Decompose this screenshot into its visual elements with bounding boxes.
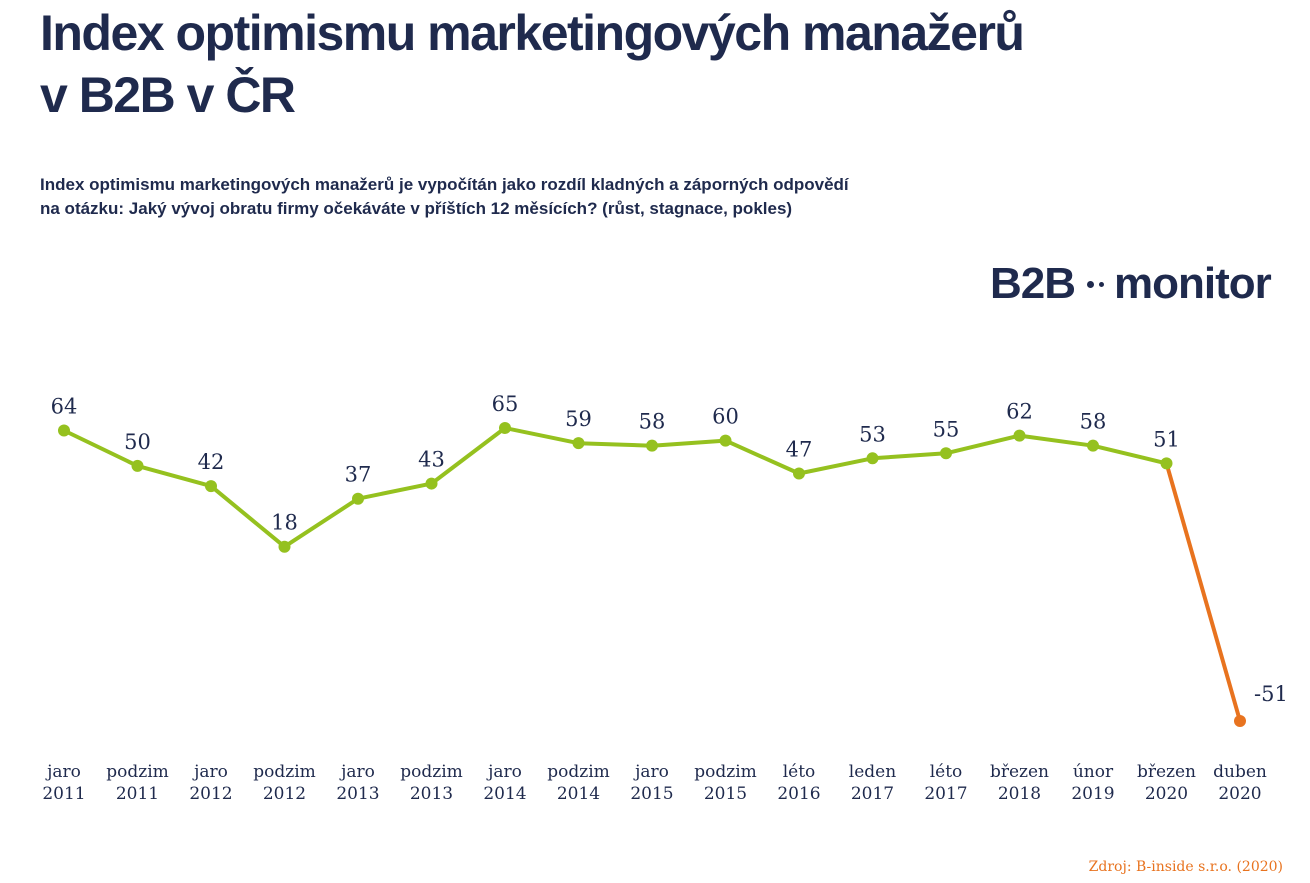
x-tick-label-11-line1: leden — [849, 762, 896, 782]
source-note: Zdroj: B-inside s.r.o. (2020) — [1088, 859, 1283, 875]
data-label-5: 43 — [418, 448, 445, 472]
data-point-14 — [1087, 439, 1099, 452]
data-point-10 — [793, 467, 805, 480]
data-point-12 — [940, 447, 952, 460]
data-point-9 — [719, 434, 732, 447]
data-label-10: 47 — [786, 437, 813, 461]
data-point-4 — [352, 492, 364, 505]
x-tick-label-9-line1: podzim — [694, 762, 757, 782]
x-tick-label-5-line2: 2013 — [410, 784, 453, 804]
x-tick-label-15-line1: březen — [1137, 762, 1196, 782]
data-label-3: 18 — [271, 511, 298, 535]
x-tick-label-1-line1: podzim — [106, 762, 169, 782]
x-tick-label-10-line2: 2016 — [777, 784, 820, 804]
x-tick-label-0-line1: jaro — [45, 762, 81, 782]
data-point-13 — [1013, 429, 1026, 442]
data-point-8 — [646, 439, 658, 452]
series-line-main — [62, 426, 1169, 549]
x-tick-label-9-line2: 2015 — [704, 784, 747, 804]
x-tick-label-12-line1: léto — [930, 762, 963, 782]
chart-title: Index optimismu marketingových manažerů … — [40, 2, 1190, 126]
data-labels: 64 50 42 18 37 43 65 59 58 60 47 53 55 62 58 51 -51 — [51, 392, 1288, 706]
data-label-14: 58 — [1080, 410, 1107, 434]
data-point-7 — [572, 437, 585, 450]
data-label-2: 42 — [198, 450, 225, 474]
x-tick-label-1-line2: 2011 — [116, 784, 159, 804]
x-tick-label-0-line2: 2011 — [42, 784, 85, 804]
data-label-4: 37 — [345, 463, 372, 487]
data-label-6: 65 — [492, 392, 519, 416]
data-point-2 — [205, 480, 217, 493]
data-label-13: 62 — [1006, 400, 1033, 424]
x-tick-label-3-line2: 2012 — [263, 784, 306, 804]
x-tick-label-2-line2: 2012 — [189, 784, 232, 804]
x-axis-ticks: jaro2011podzim2011jaro2012podzim2012jaro… — [42, 762, 1267, 804]
data-label-0: 64 — [51, 395, 78, 419]
x-tick-label-7-line1: podzim — [547, 762, 610, 782]
x-tick-label-3-line1: podzim — [253, 762, 316, 782]
series-lines — [62, 426, 1242, 723]
x-tick-label-7-line2: 2014 — [557, 784, 600, 804]
data-label-16: -51 — [1254, 682, 1288, 706]
data-label-15: 51 — [1153, 427, 1180, 451]
data-point-16 — [1234, 715, 1246, 727]
x-tick-label-4-line2: 2013 — [336, 784, 379, 804]
chart-subtitle-line1: Index optimismu marketingových manažerů … — [40, 175, 849, 194]
chart-subtitle: Index optimismu marketingových manažerů … — [40, 173, 940, 221]
x-tick-label-2-line1: jaro — [192, 762, 228, 782]
data-point-15 — [1160, 457, 1173, 470]
logo-text-monitor: monitor — [1114, 259, 1272, 308]
data-point-3 — [278, 540, 291, 553]
x-tick-label-14-line2: 2019 — [1071, 784, 1114, 804]
x-tick-label-12-line2: 2017 — [924, 784, 967, 804]
logo-text-b2b: B2B — [990, 259, 1076, 308]
x-tick-label-5-line1: podzim — [400, 762, 463, 782]
data-point-0 — [58, 424, 70, 437]
x-tick-label-11-line2: 2017 — [851, 784, 894, 804]
x-tick-label-8-line2: 2015 — [630, 784, 673, 804]
chart-title-line2: v B2B v ČR — [40, 67, 296, 123]
x-tick-label-14-line1: únor — [1073, 762, 1114, 782]
data-label-8: 58 — [639, 410, 666, 434]
data-label-1: 50 — [124, 430, 151, 454]
chart-title-line1: Index optimismu marketingových manažerů — [40, 5, 1025, 61]
data-point-6 — [499, 422, 511, 434]
data-label-7: 59 — [565, 407, 592, 431]
x-tick-label-13-line2: 2018 — [998, 784, 1041, 804]
x-tick-label-6-line2: 2014 — [483, 784, 526, 804]
data-point-1 — [131, 459, 144, 472]
series-line-last-segment — [1164, 461, 1242, 723]
data-point-11 — [866, 452, 879, 465]
x-tick-label-15-line2: 2020 — [1145, 784, 1188, 804]
data-label-11: 53 — [859, 422, 886, 446]
x-tick-label-6-line1: jaro — [486, 762, 522, 782]
x-tick-label-4-line1: jaro — [339, 762, 375, 782]
b2b-monitor-logo: B2B monitor — [990, 258, 1272, 310]
x-tick-label-8-line1: jaro — [633, 762, 669, 782]
series-points — [58, 422, 1246, 727]
data-point-5 — [425, 477, 438, 490]
x-tick-label-16-line1: duben — [1213, 762, 1267, 782]
x-tick-label-13-line1: březen — [990, 762, 1049, 782]
x-tick-label-10-line1: léto — [783, 762, 816, 782]
data-label-12: 55 — [933, 417, 960, 441]
data-label-9: 60 — [712, 405, 739, 429]
x-tick-label-16-line2: 2020 — [1218, 784, 1261, 804]
logo-dots-icon — [1087, 280, 1105, 288]
chart-subtitle-line2: na otázku: Jaký vývoj obratu firmy očeká… — [40, 199, 793, 218]
